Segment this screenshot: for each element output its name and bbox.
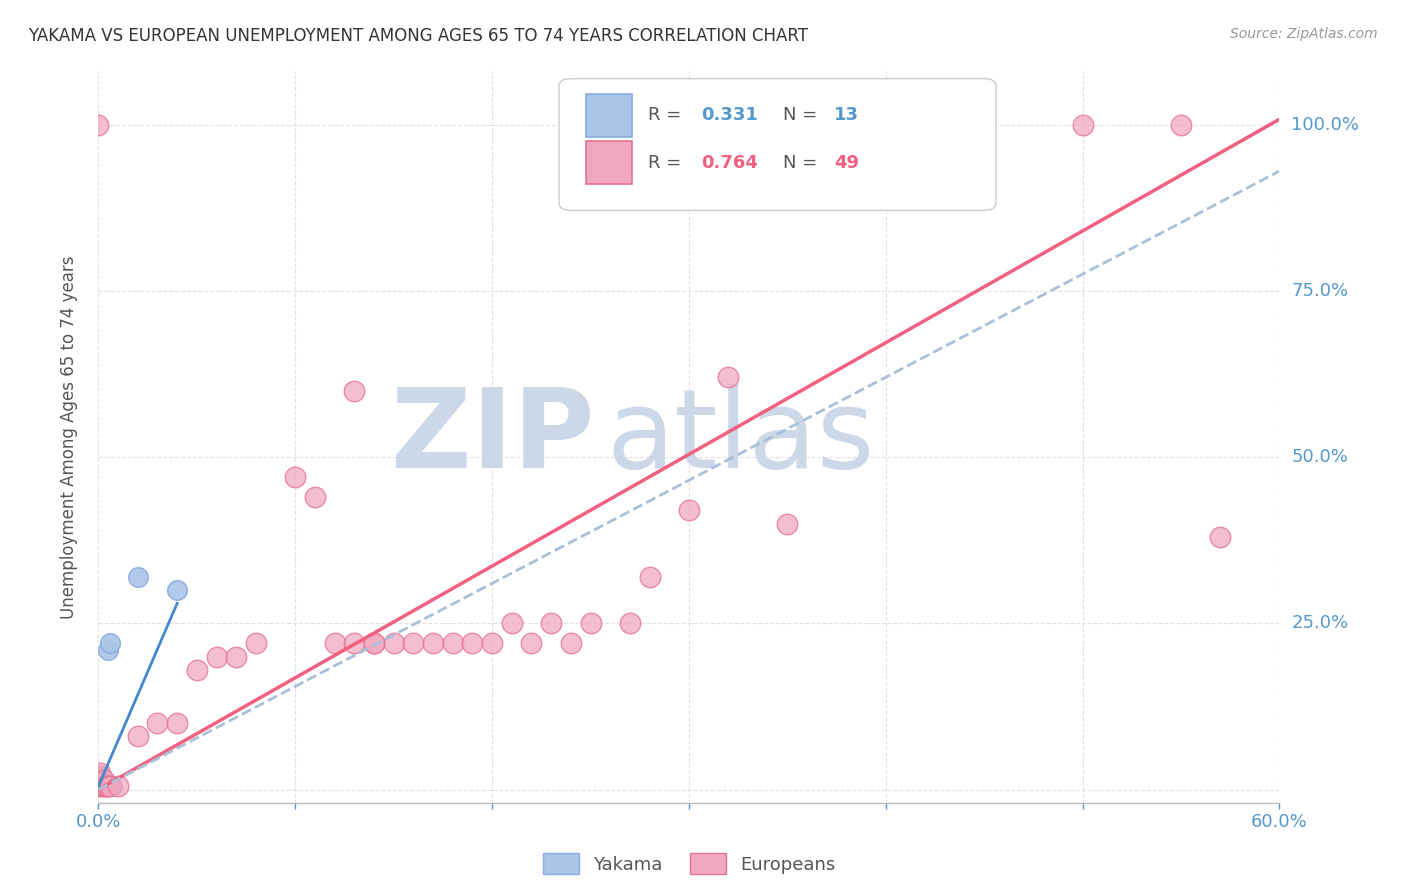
Point xyxy=(402,636,425,650)
Point xyxy=(776,516,799,531)
Point xyxy=(717,370,740,384)
Legend: Yakama, Europeans: Yakama, Europeans xyxy=(536,847,842,881)
FancyBboxPatch shape xyxy=(560,78,995,211)
Text: 0.331: 0.331 xyxy=(700,106,758,124)
Point xyxy=(638,570,661,584)
Point xyxy=(89,765,111,780)
Point xyxy=(678,503,700,517)
Point xyxy=(501,616,523,631)
Point xyxy=(343,636,366,650)
Point xyxy=(461,636,484,650)
Point xyxy=(89,776,111,790)
Point xyxy=(441,636,464,650)
Point xyxy=(101,779,124,793)
Text: R =: R = xyxy=(648,106,686,124)
Text: ZIP: ZIP xyxy=(391,384,595,491)
Point xyxy=(127,729,149,743)
Point xyxy=(146,716,169,731)
Point xyxy=(93,772,115,787)
Point xyxy=(579,616,602,631)
Text: 13: 13 xyxy=(834,106,859,124)
Point xyxy=(284,470,307,484)
Text: 0.764: 0.764 xyxy=(700,153,758,172)
Point xyxy=(540,616,562,631)
Point xyxy=(520,636,543,650)
Point xyxy=(382,636,405,650)
Point xyxy=(89,769,111,783)
Text: N =: N = xyxy=(783,106,824,124)
Point xyxy=(127,570,149,584)
Text: R =: R = xyxy=(648,153,686,172)
Point xyxy=(1209,530,1232,544)
Text: Source: ZipAtlas.com: Source: ZipAtlas.com xyxy=(1230,27,1378,41)
Point xyxy=(96,779,118,793)
Point xyxy=(89,769,111,783)
Point xyxy=(87,118,110,132)
Point xyxy=(875,118,897,132)
Point xyxy=(91,776,114,790)
Point xyxy=(363,636,385,650)
Point xyxy=(166,582,188,597)
Point xyxy=(776,131,799,145)
FancyBboxPatch shape xyxy=(586,94,633,136)
Point xyxy=(1071,118,1094,132)
Point xyxy=(89,772,111,787)
Point xyxy=(89,779,111,793)
Text: 50.0%: 50.0% xyxy=(1291,448,1348,466)
Point xyxy=(107,779,129,793)
Point xyxy=(89,776,111,790)
Point xyxy=(91,779,114,793)
Text: 49: 49 xyxy=(834,153,859,172)
Text: 75.0%: 75.0% xyxy=(1291,282,1348,300)
Point xyxy=(186,663,208,677)
Point xyxy=(560,636,582,650)
Point xyxy=(166,716,188,731)
Text: atlas: atlas xyxy=(606,384,875,491)
Point xyxy=(1170,118,1192,132)
Point xyxy=(98,636,121,650)
Point xyxy=(481,636,503,650)
Point xyxy=(91,779,114,793)
Point xyxy=(343,384,366,398)
Point xyxy=(304,490,326,504)
Point xyxy=(245,636,267,650)
Y-axis label: Unemployment Among Ages 65 to 74 years: Unemployment Among Ages 65 to 74 years xyxy=(59,255,77,619)
Point xyxy=(93,779,115,793)
Text: 25.0%: 25.0% xyxy=(1291,615,1348,632)
Point xyxy=(97,643,120,657)
Point xyxy=(91,772,114,787)
Point xyxy=(97,779,120,793)
Point xyxy=(323,636,346,650)
Text: 100.0%: 100.0% xyxy=(1291,116,1360,134)
Point xyxy=(93,776,115,790)
Point xyxy=(96,779,118,793)
Point xyxy=(363,636,385,650)
Point xyxy=(225,649,247,664)
Text: N =: N = xyxy=(783,153,824,172)
Point xyxy=(93,779,115,793)
Text: YAKAMA VS EUROPEAN UNEMPLOYMENT AMONG AGES 65 TO 74 YEARS CORRELATION CHART: YAKAMA VS EUROPEAN UNEMPLOYMENT AMONG AG… xyxy=(28,27,808,45)
Point xyxy=(422,636,444,650)
Point xyxy=(205,649,228,664)
Point xyxy=(619,616,641,631)
Point xyxy=(98,779,121,793)
Point xyxy=(89,779,111,793)
FancyBboxPatch shape xyxy=(586,141,633,185)
